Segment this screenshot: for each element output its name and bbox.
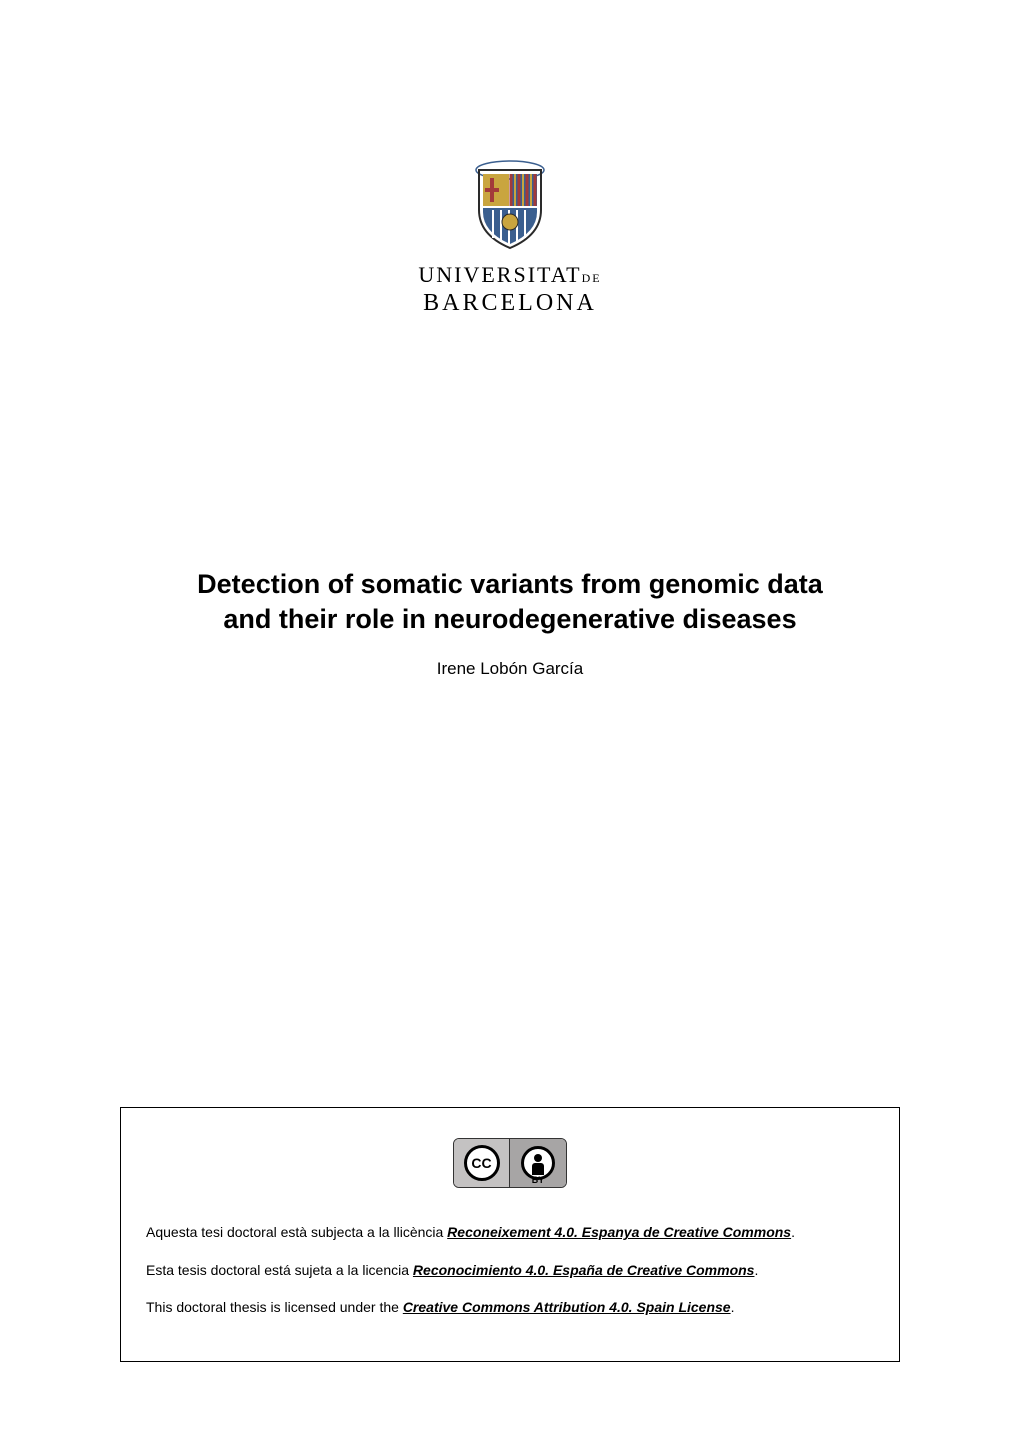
page-container: UNIVERSITATDE BARCELONA Detection of som… [0, 0, 1020, 1442]
university-name-line1: UNIVERSITATDE [418, 262, 601, 288]
license-catalan-suffix: . [791, 1224, 795, 1240]
thesis-title: Detection of somatic variants from genom… [120, 567, 900, 637]
license-link-spanish[interactable]: Reconocimiento 4.0. España de Creative C… [413, 1262, 755, 1278]
license-catalan-prefix: Aquesta tesi doctoral està subjecta a la… [146, 1224, 447, 1240]
by-text: BY [532, 1175, 545, 1185]
thesis-author: Irene Lobón García [120, 659, 900, 679]
license-english-suffix: . [731, 1299, 735, 1315]
cc-badge: CC BY [146, 1138, 874, 1188]
license-text-english: This doctoral thesis is licensed under t… [146, 1298, 874, 1318]
license-link-english[interactable]: Creative Commons Attribution 4.0. Spain … [403, 1299, 731, 1315]
crest-icon [475, 160, 545, 250]
license-spanish-prefix: Esta tesis doctoral está sujeta a la lic… [146, 1262, 413, 1278]
cc-circle-icon: CC [464, 1145, 500, 1181]
university-crest [475, 160, 545, 250]
university-name-suffix: DE [582, 271, 602, 285]
by-logo-cell: BY [510, 1139, 566, 1187]
license-text-catalan: Aquesta tesi doctoral està subjecta a la… [146, 1223, 874, 1243]
license-box: CC BY Aquesta tesi doctoral està subject… [120, 1107, 900, 1362]
license-spanish-suffix: . [754, 1262, 758, 1278]
license-link-catalan[interactable]: Reconeixement 4.0. Espanya de Creative C… [447, 1224, 791, 1240]
thesis-title-line2: and their role in neurodegenerative dise… [120, 602, 900, 637]
thesis-title-line1: Detection of somatic variants from genom… [120, 567, 900, 602]
thesis-title-section: Detection of somatic variants from genom… [120, 567, 900, 679]
license-english-prefix: This doctoral thesis is licensed under t… [146, 1299, 403, 1315]
cc-badge-inner: CC BY [453, 1138, 567, 1188]
cc-text: CC [471, 1155, 491, 1171]
university-name-main: UNIVERSITAT [418, 262, 581, 287]
cc-logo-cell: CC [454, 1139, 510, 1187]
university-name-line2: BARCELONA [418, 290, 601, 317]
license-text-spanish: Esta tesis doctoral está sujeta a la lic… [146, 1261, 874, 1281]
university-logo-section: UNIVERSITATDE BARCELONA [120, 160, 900, 317]
university-name: UNIVERSITATDE BARCELONA [418, 262, 601, 317]
